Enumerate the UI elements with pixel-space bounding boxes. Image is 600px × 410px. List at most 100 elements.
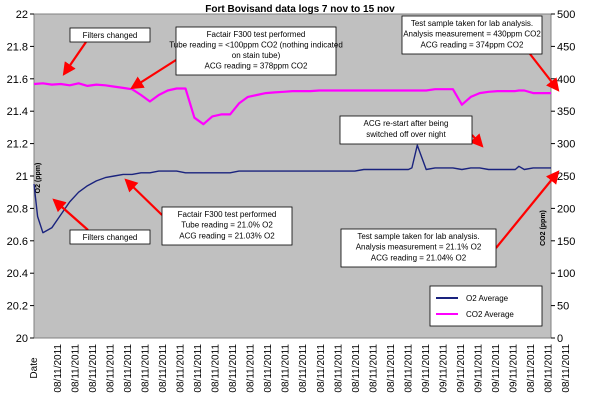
annotation-text: Analysis measurement = 430ppm CO2 (403, 30, 541, 39)
y-axis-left: 20 20.2 20.4 20.6 20.8 21 21.2 21.4 21.6 21.8 22 (7, 9, 34, 345)
series-line-co2 (33, 82, 551, 126)
legend-label-o2: O2 Average (466, 294, 509, 303)
y-right-tick-label: 250 (557, 171, 575, 183)
chart-title: Fort Bovisand data logs 7 nov to 15 nov (205, 4, 395, 15)
x-tick-label: 08/11/2011 (368, 344, 379, 393)
x-tick-label: 09/11/2011 (456, 344, 467, 393)
x-tick-label: 09/11/2011 (508, 344, 519, 393)
x-tick-label: 08/11/2011 (193, 344, 204, 393)
x-tick-label: 08/11/2011 (228, 344, 239, 393)
y-left-tick-label: 21.2 (7, 139, 28, 151)
annotation-arrow (124, 178, 163, 216)
x-axis-label: Date (29, 357, 40, 379)
annotation-box (401, 15, 543, 55)
annotation-arrow (52, 198, 89, 231)
x-tick-label: 09/11/2011 (421, 344, 432, 393)
annotation-filters-bottom: Filters changed (52, 198, 151, 245)
x-tick-label: 09/11/2011 (438, 344, 449, 393)
annotation-arrow (495, 170, 560, 249)
annotation-text: switched off over night (366, 130, 446, 139)
y-left-tick-label: 20.6 (7, 236, 28, 248)
y-left-tick-label: 20.8 (7, 203, 28, 215)
x-tick-label: 08/11/2011 (211, 344, 222, 393)
y-left-tick-label: 21 (16, 171, 28, 183)
x-tick-label: 08/11/2011 (88, 344, 99, 393)
y-right-tick-label: 150 (557, 236, 575, 248)
annotation-text: ACG re-start after being (364, 119, 449, 128)
y-right-tick-label: 300 (557, 139, 575, 151)
annotation-lab-co2: Test sample taken for lab analysis. Analy… (401, 15, 560, 92)
annotation-f300-co2: Factair F300 test performed Tube reading … (130, 26, 343, 90)
y-axis-right-label: CO2 (ppm) (540, 210, 547, 246)
y-right-tick-label: 400 (557, 74, 575, 86)
y-axis-left-label: O2 (ppm) (35, 163, 42, 194)
y-right-tick-label: 450 (557, 41, 575, 53)
y-left-tick-label: 22 (16, 9, 28, 21)
annotation-box (339, 115, 473, 145)
annotation-text: Factair F300 test performed (178, 210, 277, 219)
annotation-arrow (469, 133, 484, 148)
x-tick-label: 08/11/2011 (158, 344, 169, 393)
x-tick-label: 08/11/2011 (263, 344, 274, 393)
annotation-text: on stain tube) (232, 51, 281, 60)
x-tick-label: 08/11/2011 (53, 344, 64, 393)
legend-box (429, 285, 543, 327)
annotation-text: ACG reading = 378ppm CO2 (205, 62, 308, 71)
annotation-filters-top: Filters changed (62, 27, 151, 76)
y-left-tick-label: 21.4 (7, 106, 28, 118)
x-tick-label: 08/11/2011 (403, 344, 414, 393)
x-tick-label: 08/11/2011 (141, 344, 152, 393)
series-line-o2 (33, 144, 551, 234)
annotation-text: ACG reading = 374ppm CO2 (421, 40, 524, 49)
annotation-f300-o2: Factair F300 test performed Tube reading … (124, 178, 293, 246)
annotation-text: Tube reading = <100ppm CO2 (nothing indi… (169, 41, 343, 50)
x-tick-label: 08/11/2011 (333, 344, 344, 393)
annotation-box (161, 206, 293, 246)
annotation-arrow (62, 41, 87, 76)
x-tick-label: 08/11/2011 (316, 344, 327, 393)
annotation-text: ACG reading = 21.03% O2 (179, 231, 275, 240)
annotation-text: Test sample taken for lab analysis. (357, 232, 479, 241)
annotation-text: Test sample taken for lab analysis. (411, 19, 533, 28)
legend: O2 Average CO2 Average (429, 285, 543, 327)
y-right-tick-label: 500 (557, 9, 575, 21)
annotation-text: ACG reading = 21.04% O2 (371, 253, 467, 262)
y-right-tick-label: 200 (557, 203, 575, 215)
annotation-box (69, 27, 151, 43)
series-layer (33, 82, 551, 234)
annotation-arrow (130, 59, 177, 90)
annotation-box (175, 26, 337, 76)
x-tick-label: 08/11/2011 (106, 344, 117, 393)
y-left-tick-label: 20.4 (7, 268, 28, 280)
x-tick-label: 08/11/2011 (246, 344, 257, 393)
annotation-text: Filters changed (83, 31, 138, 40)
y-right-tick-label: 350 (557, 106, 575, 118)
annotation-text: Tube reading = 21.0% O2 (181, 221, 273, 230)
y-right-tick-label: 100 (557, 268, 575, 280)
annotation-restart: ACG re-start after being switched off ove… (339, 115, 484, 148)
x-tick-label: 08/11/2011 (71, 344, 82, 393)
x-tick-label: 08/11/2011 (298, 344, 309, 393)
x-tick-label: 08/11/2011 (386, 344, 397, 393)
annotation-text: Filters changed (83, 233, 138, 242)
x-tick-label: 08/11/2011 (281, 344, 292, 393)
annotation-box (340, 228, 497, 268)
x-tick-label: 09/11/2011 (491, 344, 502, 393)
annotation-lab-o2: Test sample taken for lab analysis. Analy… (340, 170, 560, 268)
x-axis: 08/11/2011 08/11/2011 08/11/2011 08/11/2011… (53, 344, 572, 393)
annotation-box (69, 229, 151, 245)
x-tick-label: 08/11/2011 (561, 344, 572, 393)
y-left-tick-label: 20.2 (7, 301, 28, 313)
x-tick-label: 08/11/2011 (526, 344, 537, 393)
annotation-arrow (529, 53, 560, 92)
annotation-text: Factair F300 test performed (207, 30, 306, 39)
y-right-tick-label: 0 (557, 333, 563, 345)
x-tick-label: 08/11/2011 (123, 344, 134, 393)
y-left-tick-label: 20 (16, 333, 28, 345)
x-tick-label: 08/11/2011 (351, 344, 362, 393)
y-left-tick-label: 21.8 (7, 41, 28, 53)
annotations: Filters changed Factair F300 test perform… (52, 15, 560, 268)
annotation-text: Analysis measurement = 21.1% O2 (356, 243, 482, 252)
x-tick-label: 08/11/2011 (543, 344, 554, 393)
